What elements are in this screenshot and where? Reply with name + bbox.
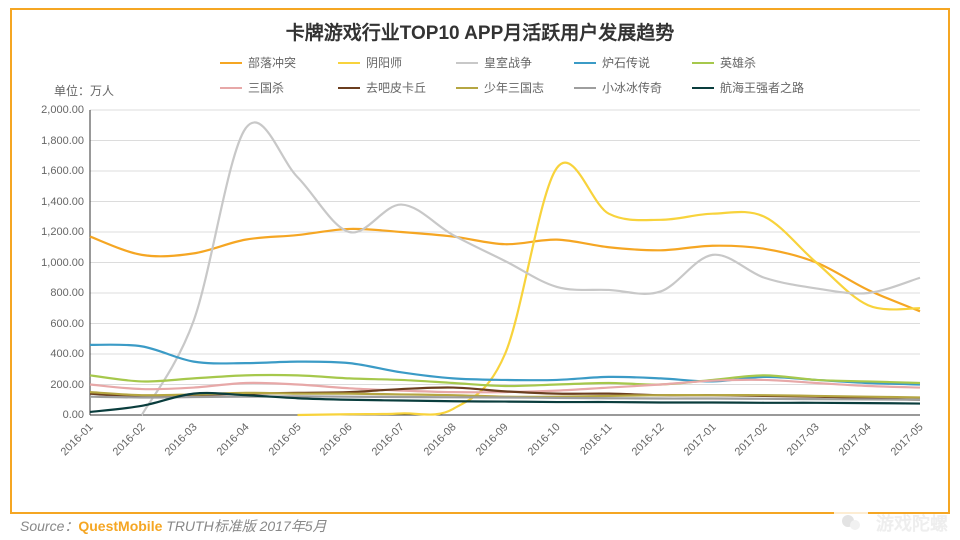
legend-swatch <box>456 87 478 89</box>
legend-label: 部落冲突 <box>248 54 296 71</box>
y-tick-label: 2,000.00 <box>41 104 84 116</box>
legend-label: 三国杀 <box>248 79 284 96</box>
legend-item: 部落冲突 <box>220 54 310 71</box>
legend-label: 小冰冰传奇 <box>602 79 662 96</box>
y-tick-label: 1,000.00 <box>41 257 84 269</box>
legend-label: 去吧皮卡丘 <box>366 79 426 96</box>
legend-label: 阴阳师 <box>366 54 402 71</box>
legend-item: 去吧皮卡丘 <box>338 79 428 96</box>
legend-swatch <box>338 62 360 64</box>
legend-swatch <box>692 62 714 64</box>
y-tick-label: 0.00 <box>63 409 84 421</box>
y-tick-label: 1,400.00 <box>41 196 84 208</box>
legend-swatch <box>574 87 596 89</box>
chart-title: 卡牌游戏行业TOP10 APP月活跃用户发展趋势 <box>0 18 960 45</box>
legend-swatch <box>220 62 242 64</box>
legend-label: 炉石传说 <box>602 54 650 71</box>
legend-item: 炉石传说 <box>574 54 664 71</box>
legend-item: 三国杀 <box>220 79 310 96</box>
y-tick-label: 400.00 <box>50 348 84 360</box>
source-attribution: Source：QuestMobile TRUTH标准版 2017年5月 <box>20 516 327 536</box>
legend-item: 阴阳师 <box>338 54 428 71</box>
legend-label: 皇室战争 <box>484 54 532 71</box>
legend-item: 英雄杀 <box>692 54 782 71</box>
legend-label: 航海王强者之路 <box>720 79 804 96</box>
legend-swatch <box>692 87 714 89</box>
y-tick-label: 1,800.00 <box>41 135 84 147</box>
legend: 部落冲突 阴阳师 皇室战争 炉石传说 英雄杀 三国杀 去吧皮卡丘 少年三国志 小冰冰传奇 航海王… <box>190 54 830 104</box>
y-tick-label: 200.00 <box>50 379 84 391</box>
plot-area <box>90 110 920 415</box>
y-tick-label: 1,600.00 <box>41 165 84 177</box>
y-tick-label: 800.00 <box>50 287 84 299</box>
legend-swatch <box>574 62 596 64</box>
legend-swatch <box>220 87 242 89</box>
watermark: 游戏陀螺 <box>834 506 948 540</box>
legend-item: 航海王强者之路 <box>692 79 804 96</box>
y-axis-unit: 单位：万人 <box>54 82 114 99</box>
watermark-text: 游戏陀螺 <box>876 510 948 536</box>
legend-swatch <box>338 87 360 89</box>
y-axis-labels: 0.00200.00400.00600.00800.001,000.001,20… <box>28 110 84 415</box>
series-line <box>142 122 920 415</box>
legend-swatch <box>456 62 478 64</box>
legend-label: 英雄杀 <box>720 54 756 71</box>
wechat-icon <box>834 506 868 540</box>
legend-label: 少年三国志 <box>484 79 544 96</box>
legend-item: 小冰冰传奇 <box>574 79 664 96</box>
legend-item: 少年三国志 <box>456 79 546 96</box>
y-tick-label: 1,200.00 <box>41 226 84 238</box>
y-tick-label: 600.00 <box>50 318 84 330</box>
legend-item: 皇室战争 <box>456 54 546 71</box>
